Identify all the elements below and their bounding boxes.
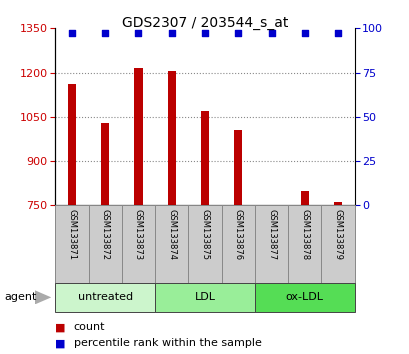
Point: [267, 30, 274, 36]
Bar: [288, 205, 321, 283]
Text: percentile rank within the sample: percentile rank within the sample: [74, 338, 261, 348]
Point: [301, 30, 307, 36]
Bar: [221, 205, 254, 283]
Point: [334, 30, 340, 36]
Bar: [254, 283, 354, 312]
Polygon shape: [35, 290, 51, 304]
Point: [234, 30, 241, 36]
Text: ■: ■: [55, 322, 69, 332]
Bar: [234, 130, 242, 205]
Text: GDS2307 / 203544_s_at: GDS2307 / 203544_s_at: [121, 16, 288, 30]
Point: [102, 30, 108, 36]
Point: [135, 30, 142, 36]
Point: [201, 30, 208, 36]
Text: GSM133871: GSM133871: [67, 209, 76, 260]
Text: ox-LDL: ox-LDL: [285, 292, 323, 302]
Bar: [155, 205, 188, 283]
Point: [168, 30, 175, 36]
Text: GSM133876: GSM133876: [233, 209, 242, 260]
Bar: [88, 205, 121, 283]
Text: GSM133877: GSM133877: [266, 209, 275, 260]
Bar: [321, 205, 354, 283]
Bar: [67, 84, 76, 205]
Bar: [55, 283, 155, 312]
Text: GSM133879: GSM133879: [333, 209, 342, 260]
Bar: [188, 205, 221, 283]
Text: GSM133873: GSM133873: [134, 209, 143, 260]
Bar: [155, 283, 254, 312]
Bar: [254, 205, 288, 283]
Text: GSM133874: GSM133874: [167, 209, 176, 260]
Text: untreated: untreated: [77, 292, 133, 302]
Bar: [55, 205, 88, 283]
Bar: [300, 190, 308, 205]
Bar: [121, 205, 155, 283]
Bar: [167, 71, 175, 205]
Bar: [200, 111, 209, 205]
Point: [69, 30, 75, 36]
Text: LDL: LDL: [194, 292, 215, 302]
Text: agent: agent: [4, 292, 36, 302]
Text: count: count: [74, 322, 105, 332]
Text: GSM133875: GSM133875: [200, 209, 209, 260]
Bar: [101, 123, 109, 205]
Bar: [134, 68, 142, 205]
Bar: [333, 202, 342, 205]
Text: GSM133872: GSM133872: [101, 209, 110, 260]
Text: ■: ■: [55, 338, 69, 348]
Text: GSM133878: GSM133878: [299, 209, 308, 260]
